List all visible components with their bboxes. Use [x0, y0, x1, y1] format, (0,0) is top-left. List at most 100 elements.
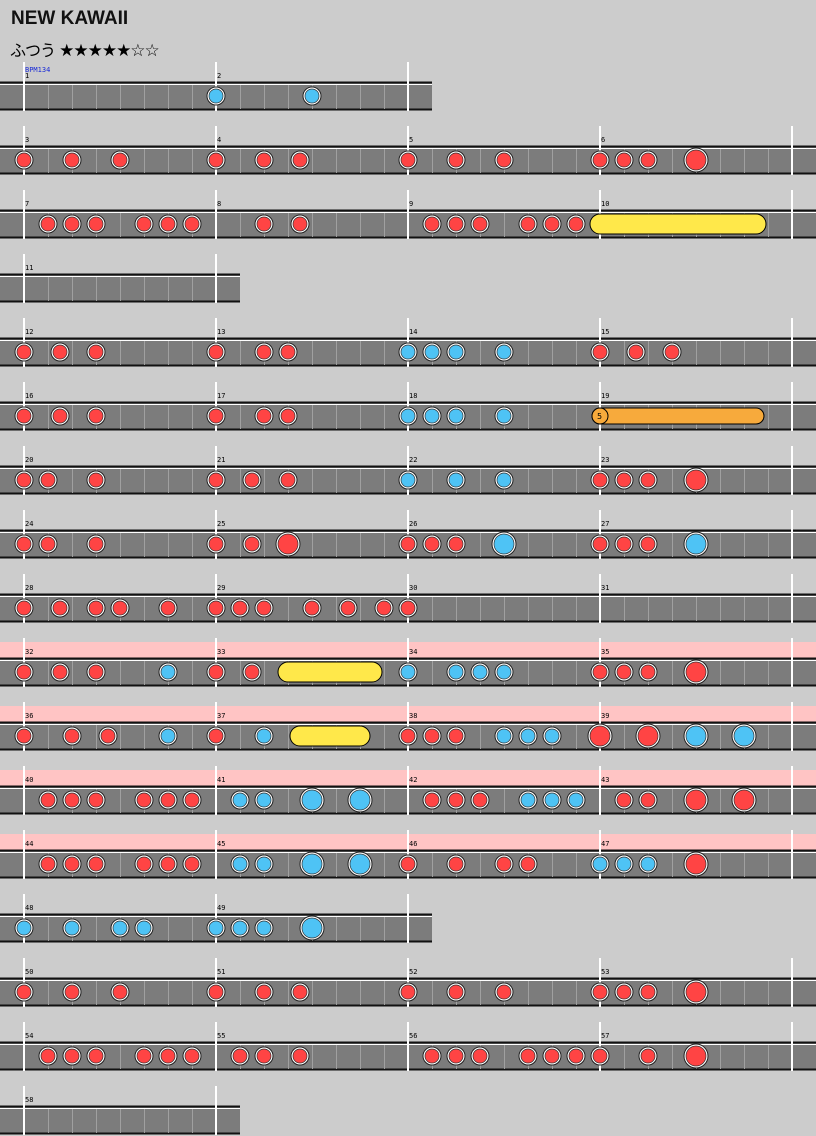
note-face — [640, 1048, 656, 1064]
ka-note — [494, 406, 514, 426]
don-note — [206, 406, 226, 426]
note-face — [256, 728, 272, 744]
note-face — [472, 792, 488, 808]
note-face — [448, 216, 464, 232]
don-note — [446, 854, 466, 874]
don-note — [254, 1046, 274, 1066]
don-note — [206, 534, 226, 554]
bar-number: 42 — [409, 776, 417, 784]
note-face — [40, 536, 56, 552]
note-face — [544, 728, 560, 744]
note-face — [448, 1048, 464, 1064]
don-note — [614, 150, 634, 170]
don-note — [398, 150, 418, 170]
don-note — [158, 598, 178, 618]
don-note — [494, 150, 514, 170]
don-note — [50, 406, 70, 426]
note-face — [256, 1048, 272, 1064]
ka-note — [206, 918, 226, 938]
note-face — [232, 920, 248, 936]
don-note — [254, 214, 274, 234]
bar-number: 1 — [25, 72, 29, 80]
don-note — [158, 790, 178, 810]
bar-number: 22 — [409, 456, 417, 464]
note-face — [424, 536, 440, 552]
note-face — [496, 472, 512, 488]
note-face — [592, 536, 608, 552]
don-note — [206, 342, 226, 362]
note-face — [112, 920, 128, 936]
note-face — [208, 152, 224, 168]
bar-number: 28 — [25, 584, 33, 592]
don-note — [470, 1046, 490, 1066]
bar-number: 57 — [601, 1032, 609, 1040]
don-note — [158, 1046, 178, 1066]
don-note — [182, 214, 202, 234]
note-face — [208, 984, 224, 1000]
bar-number: 6 — [601, 136, 605, 144]
don-note — [110, 982, 130, 1002]
don-note — [14, 342, 34, 362]
note-face — [400, 728, 416, 744]
don-note — [338, 598, 358, 618]
note-face — [232, 856, 248, 872]
note-face — [448, 408, 464, 424]
song-title: NEW KAWAII — [11, 8, 129, 29]
don-note — [542, 1046, 562, 1066]
note-face — [256, 856, 272, 872]
note-face — [448, 664, 464, 680]
don-note — [638, 662, 658, 682]
don-note — [518, 854, 538, 874]
note-face — [136, 216, 152, 232]
don-note — [14, 470, 34, 490]
don-note — [626, 342, 646, 362]
score-row: 3 4 5 6 — [0, 126, 816, 175]
don-note — [614, 470, 634, 490]
note-face — [493, 533, 515, 555]
note-face — [301, 853, 323, 875]
don-note — [134, 1046, 154, 1066]
note-face — [208, 344, 224, 360]
note-face — [16, 472, 32, 488]
note-face — [88, 408, 104, 424]
ka-note — [446, 406, 466, 426]
balloon-count: 5 — [597, 412, 602, 421]
note-face — [112, 984, 128, 1000]
don-note — [590, 662, 610, 682]
note-face — [136, 856, 152, 872]
don-note — [590, 470, 610, 490]
note-face — [208, 728, 224, 744]
note-face — [424, 408, 440, 424]
don-note — [50, 662, 70, 682]
don-note — [566, 1046, 586, 1066]
difficulty-stars: ★★★★★☆☆ — [59, 41, 160, 61]
don-note — [14, 406, 34, 426]
note-face — [424, 344, 440, 360]
bar-number: 15 — [601, 328, 609, 336]
bar-number: 51 — [217, 968, 225, 976]
bar-number: 48 — [25, 904, 33, 912]
note-face — [88, 472, 104, 488]
note-face — [733, 725, 755, 747]
don-note — [278, 406, 298, 426]
don-note — [374, 598, 394, 618]
note-face — [244, 472, 260, 488]
don-note — [206, 726, 226, 746]
note-face — [400, 408, 416, 424]
don-note — [470, 214, 490, 234]
ka-note — [254, 726, 274, 746]
note-face — [640, 664, 656, 680]
don-note — [62, 150, 82, 170]
don-note — [206, 150, 226, 170]
bar-number: 16 — [25, 392, 33, 400]
note-face — [292, 216, 308, 232]
ka-note — [206, 86, 226, 106]
ka-note — [254, 790, 274, 810]
don-note — [86, 598, 106, 618]
bar-number: 9 — [409, 200, 413, 208]
note-face — [244, 536, 260, 552]
don-note — [422, 214, 442, 234]
note-face — [16, 408, 32, 424]
note-face — [640, 536, 656, 552]
don-note — [446, 534, 466, 554]
